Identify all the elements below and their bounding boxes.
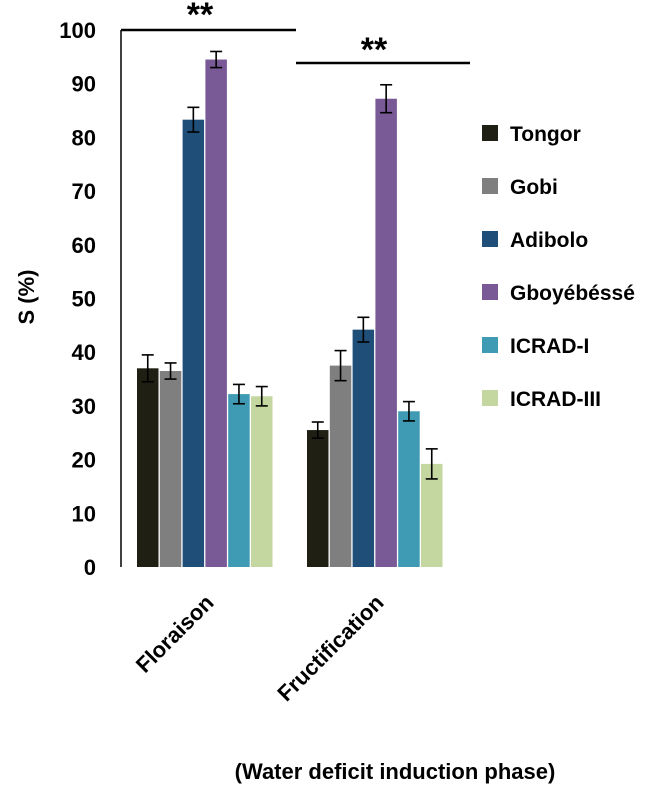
bar — [137, 368, 159, 567]
bar — [375, 98, 397, 568]
x-tick-label: Floraison — [131, 590, 219, 678]
legend-swatch — [482, 284, 498, 300]
y-axis: 0 10 20 30 40 50 60 70 80 90 100 — [59, 18, 122, 580]
y-tick-label: 30 — [72, 394, 96, 419]
y-tick-label: 50 — [72, 287, 96, 312]
legend-swatch — [482, 231, 498, 247]
bar — [182, 119, 205, 567]
bar — [329, 365, 352, 567]
y-tick-label: 80 — [72, 125, 96, 150]
bar — [398, 411, 420, 567]
bar — [251, 396, 273, 567]
legend-label: Gobi — [510, 176, 558, 199]
legend-label: Gboyébéssé — [510, 282, 635, 305]
legend-label: Adibolo — [510, 229, 588, 252]
bar — [307, 430, 329, 567]
bar — [421, 463, 443, 567]
y-tick-label: 100 — [59, 18, 96, 43]
legend-swatch — [482, 125, 498, 141]
y-tick-label: 90 — [72, 72, 96, 97]
y-tick-label: 10 — [72, 501, 96, 526]
y-tick-label: 40 — [72, 340, 96, 365]
significance-annotations: ** ** — [121, 0, 470, 69]
significance-label: ** — [187, 0, 214, 34]
legend-swatch — [482, 178, 498, 194]
x-tick-label: Fructification — [272, 590, 388, 706]
legend-label: Tongor — [510, 123, 581, 146]
y-axis-title: S (%) — [14, 270, 39, 325]
x-tick-labels: Floraison Fructification — [131, 590, 389, 706]
y-tick-label: 20 — [72, 448, 96, 473]
significance-label: ** — [361, 31, 388, 69]
x-axis-title: (Water deficit induction phase) — [235, 759, 556, 784]
error-bars — [141, 50, 438, 480]
legend: Tongor Gobi Adibolo Gboyébéssé ICRAD-I ICRAD-… — [482, 123, 635, 411]
bars — [137, 59, 443, 568]
bar — [228, 394, 250, 567]
y-tick-label: 0 — [84, 555, 96, 580]
legend-label: ICRAD-I — [510, 335, 589, 358]
legend-swatch — [482, 337, 498, 353]
y-tick-label: 70 — [72, 179, 96, 204]
bar — [205, 59, 227, 567]
legend-swatch — [482, 390, 498, 406]
bar — [352, 329, 375, 567]
bar — [159, 370, 182, 567]
y-tick-label: 60 — [72, 233, 96, 258]
legend-label: ICRAD-III — [510, 388, 601, 411]
